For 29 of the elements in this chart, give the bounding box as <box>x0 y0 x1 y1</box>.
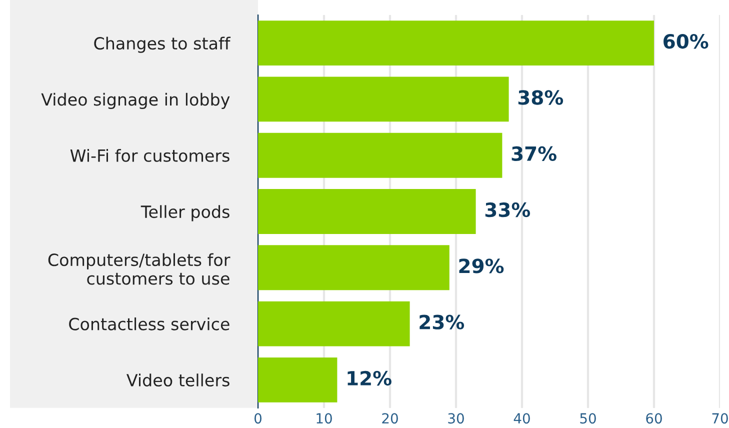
data-label: 38% <box>518 90 564 105</box>
data-label: 29% <box>459 258 504 274</box>
data-label: 33% <box>485 202 530 218</box>
bar <box>258 76 509 122</box>
bar <box>258 245 450 290</box>
y-tick-label: Changes to staff <box>94 36 231 53</box>
x-tick-label: 60 <box>646 413 662 424</box>
x-tick-label: 30 <box>448 413 464 424</box>
x-tick-label: 20 <box>382 413 398 424</box>
bar <box>258 132 502 178</box>
x-tick-label: 0 <box>254 413 262 424</box>
bar <box>258 357 338 402</box>
data-label: 12% <box>348 370 392 386</box>
data-label: 37% <box>512 146 556 161</box>
data-label: 60% <box>664 34 708 49</box>
x-tick-label: 10 <box>316 413 332 424</box>
x-tick-label: 40 <box>514 413 530 424</box>
y-tick-label: Wi-Fi for customers <box>70 149 230 162</box>
y-tick-label: Teller pods <box>140 205 230 222</box>
bar <box>258 20 654 66</box>
x-tick-label: 50 <box>580 413 596 424</box>
y-tick-label: Computers/tablets for customers to use <box>48 253 230 285</box>
y-tick-label: Contactless service <box>69 317 230 330</box>
x-tick-label: 70 <box>712 413 728 424</box>
bar <box>258 189 476 234</box>
bar <box>258 301 410 346</box>
y-tick-label: Video tellers <box>126 374 230 386</box>
data-label: 23% <box>420 314 464 330</box>
y-tick-label: Video signage in lobby <box>41 92 230 110</box>
